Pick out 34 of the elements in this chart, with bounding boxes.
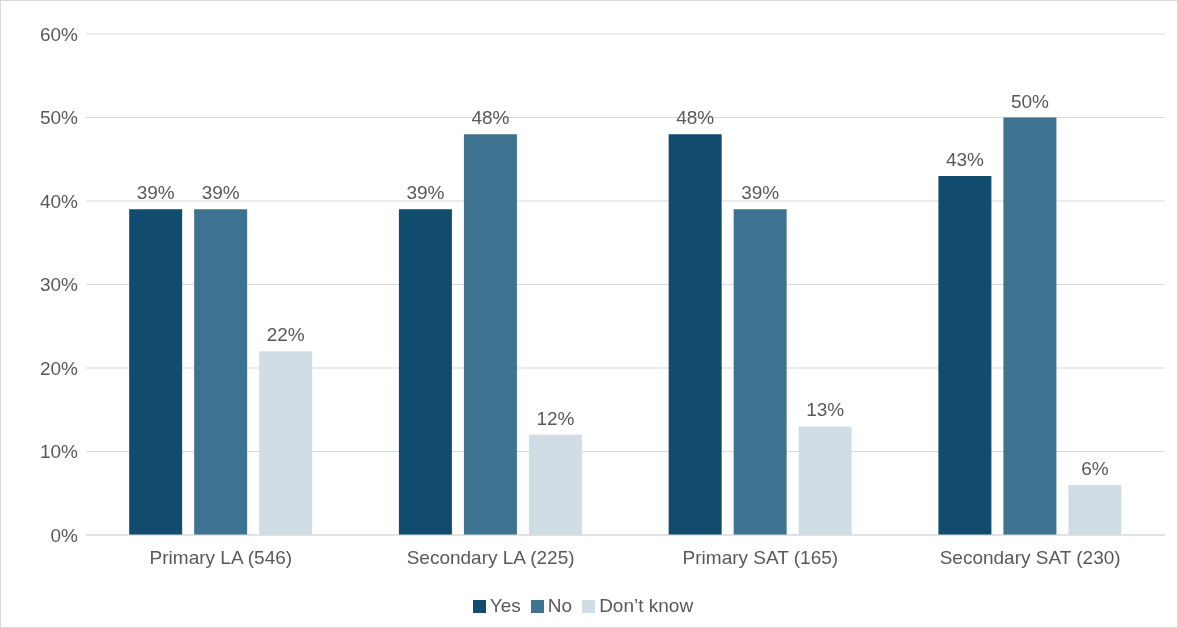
bar <box>129 209 183 535</box>
y-tick-label: 30% <box>39 274 79 296</box>
y-tick-label: 40% <box>39 190 79 212</box>
data-label: 43% <box>945 148 985 170</box>
data-label: 22% <box>266 324 305 346</box>
y-tick-label: 60% <box>39 23 79 45</box>
data-label: 12% <box>536 407 575 429</box>
data-label: 39% <box>741 182 780 204</box>
data-label: 50% <box>1010 90 1050 112</box>
bar <box>938 175 992 535</box>
legend-label: Yes <box>489 595 521 616</box>
bar <box>668 134 722 535</box>
data-label: 13% <box>806 399 845 421</box>
legend-label: No <box>547 595 573 616</box>
legend-label: Don’t know <box>599 595 694 616</box>
data-label: 48% <box>471 107 510 129</box>
y-tick-label: 0% <box>50 524 79 546</box>
data-label: 6% <box>1081 457 1109 479</box>
bar <box>194 209 248 535</box>
data-label: 39% <box>201 182 240 204</box>
bar <box>398 209 452 535</box>
data-label: 39% <box>406 182 445 204</box>
data-label: 48% <box>676 107 715 129</box>
bar <box>1003 117 1057 535</box>
y-tick-label: 10% <box>39 441 79 463</box>
x-tick-label: Primary SAT (165) <box>682 547 839 569</box>
y-tick-label: 20% <box>39 357 79 379</box>
x-tick-label: Secondary LA (225) <box>406 547 575 569</box>
bar <box>733 209 787 535</box>
data-label: 39% <box>136 182 175 204</box>
x-tick-label: Primary LA (546) <box>149 547 293 569</box>
y-tick-label: 50% <box>39 107 79 129</box>
bar <box>463 134 517 535</box>
x-tick-label: Secondary SAT (230) <box>939 547 1121 569</box>
